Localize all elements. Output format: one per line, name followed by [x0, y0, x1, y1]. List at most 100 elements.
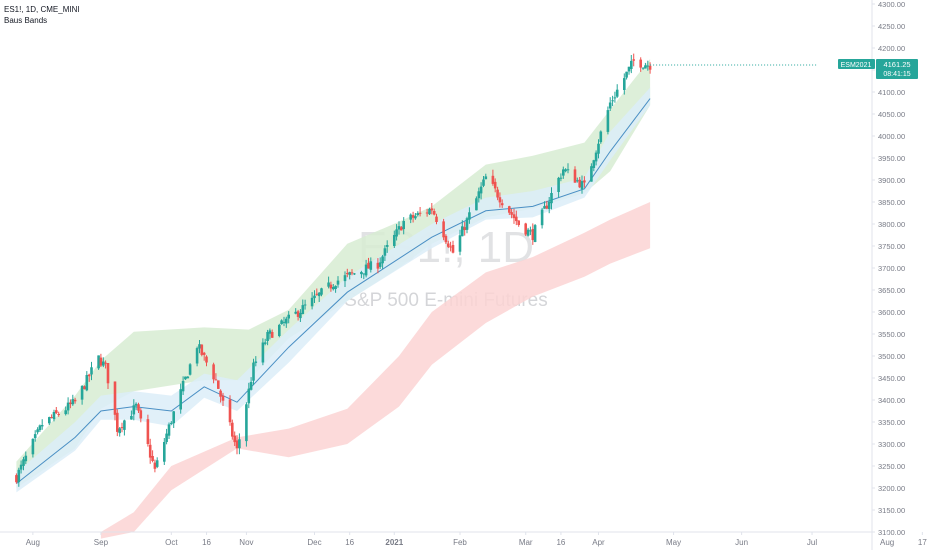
candle-body — [97, 355, 100, 369]
candle-body — [367, 262, 370, 269]
x-tick-label: 16 — [556, 538, 565, 547]
candle-body — [299, 312, 302, 319]
y-tick-label: 3500.00 — [878, 352, 905, 361]
candle-body — [245, 404, 248, 442]
candle-body — [559, 177, 563, 179]
candle-body — [580, 181, 584, 190]
candle-body — [611, 100, 614, 102]
candle-body — [137, 404, 140, 411]
candle-body — [444, 235, 448, 243]
candle-body — [644, 65, 647, 69]
y-tick-label: 4300.00 — [878, 0, 905, 9]
candle-body — [252, 362, 255, 381]
candle-body — [296, 311, 300, 317]
x-tick-label: 17 — [918, 538, 927, 547]
candle-body — [578, 179, 581, 188]
candle-body — [146, 419, 150, 444]
candle-body — [268, 330, 272, 334]
candle-body — [167, 424, 171, 436]
candle-body — [550, 193, 553, 204]
y-tick-label: 3900.00 — [878, 176, 905, 185]
candle-body — [381, 256, 384, 264]
x-tick-label: Nov — [239, 538, 253, 547]
candle-body — [632, 59, 635, 61]
candle-body — [66, 402, 70, 411]
candle-body — [214, 379, 218, 381]
candle-body — [369, 261, 373, 270]
candle-body — [566, 169, 570, 171]
x-tick-label: Apr — [592, 538, 605, 547]
candle-body — [625, 71, 628, 78]
candle-body — [414, 216, 417, 219]
candle-body — [287, 314, 290, 319]
candle-body — [336, 280, 340, 285]
band-2 — [100, 202, 651, 539]
candle-body — [590, 166, 593, 182]
candle-body — [526, 229, 530, 236]
candle-body — [451, 245, 455, 253]
candle-body — [64, 410, 67, 415]
candle-body — [40, 425, 44, 427]
candle-body — [529, 230, 532, 232]
candle-body — [33, 434, 37, 439]
candle-body — [198, 344, 201, 349]
candle-body — [104, 362, 107, 364]
y-tick-label: 3250.00 — [878, 462, 905, 471]
candle-body — [498, 197, 502, 203]
candle-body — [102, 361, 105, 366]
candle-body — [200, 344, 204, 355]
ticker-label: ESM2021 — [841, 62, 872, 69]
band-0 — [16, 59, 651, 488]
candle-body — [313, 295, 316, 299]
candle-body — [409, 214, 412, 220]
candle-body — [120, 427, 124, 429]
candle-body — [327, 282, 330, 287]
y-tick-label: 3300.00 — [878, 440, 905, 449]
candle-body — [247, 388, 251, 404]
candle-body — [432, 211, 436, 215]
candle-body — [648, 65, 652, 70]
candle-body — [557, 177, 560, 192]
candle-body — [376, 262, 380, 269]
candle-body — [317, 292, 321, 297]
y-tick-label: 4200.00 — [878, 44, 905, 53]
candle-body — [181, 381, 185, 392]
y-tick-label: 3650.00 — [878, 286, 905, 295]
candle-body — [383, 248, 387, 256]
candle-body — [123, 420, 126, 430]
candle-body — [540, 209, 544, 226]
candle-body — [543, 206, 546, 209]
candle-body — [179, 389, 182, 410]
candle-body — [329, 284, 333, 289]
candle-body — [599, 131, 603, 143]
candle-body — [510, 212, 513, 215]
candle-body — [442, 221, 445, 238]
candle-body — [155, 460, 159, 467]
candle-body — [48, 417, 51, 424]
x-tick-label: 2021 — [385, 538, 403, 547]
candle-body — [195, 348, 199, 364]
candle-body — [465, 218, 469, 230]
candle-body — [235, 440, 239, 449]
candle-body — [90, 367, 93, 375]
candle-body — [303, 304, 307, 306]
candle-body — [24, 455, 28, 462]
candle-body — [461, 226, 464, 237]
candle-body — [350, 272, 354, 274]
candle-body — [362, 273, 366, 275]
candle-body — [606, 110, 610, 132]
candle-body — [134, 403, 138, 406]
candle-body — [515, 216, 518, 222]
candle-body — [113, 381, 117, 415]
candle-body — [360, 272, 363, 275]
candle-body — [263, 342, 267, 344]
candle-body — [186, 376, 190, 379]
candle-body — [80, 385, 84, 400]
candle-body — [364, 264, 368, 276]
candle-body — [15, 475, 18, 483]
candle-body — [411, 215, 415, 218]
candle-body — [332, 287, 335, 290]
candle-body — [449, 246, 452, 248]
candle-body — [301, 305, 305, 314]
